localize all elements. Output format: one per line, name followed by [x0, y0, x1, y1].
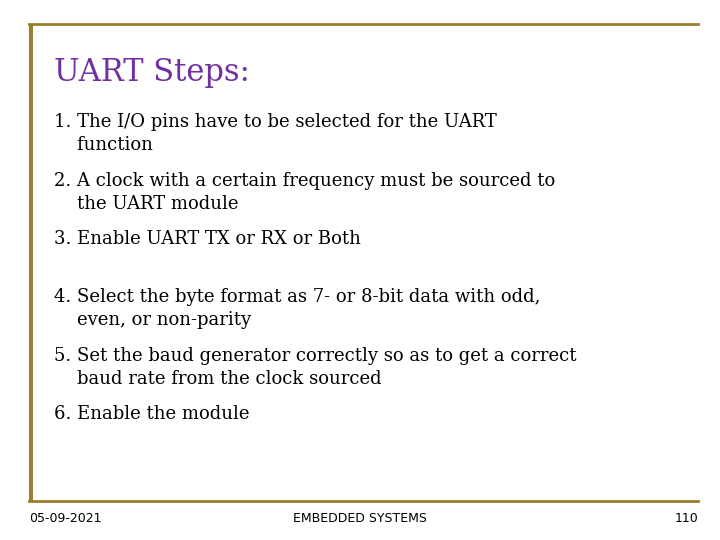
Text: 6. Enable the module: 6. Enable the module — [54, 405, 250, 423]
Text: 1. The I/O pins have to be selected for the UART
    function: 1. The I/O pins have to be selected for … — [54, 113, 497, 154]
Text: EMBEDDED SYSTEMS: EMBEDDED SYSTEMS — [293, 512, 427, 525]
Text: 4. Select the byte format as 7- or 8-bit data with odd,
    even, or non-parity: 4. Select the byte format as 7- or 8-bit… — [54, 288, 541, 329]
Text: 5. Set the baud generator correctly so as to get a correct
    baud rate from th: 5. Set the baud generator correctly so a… — [54, 347, 577, 388]
Text: 110: 110 — [675, 512, 698, 525]
Text: UART Steps:: UART Steps: — [54, 57, 250, 87]
Text: 05-09-2021: 05-09-2021 — [29, 512, 102, 525]
Text: 3. Enable UART TX or RX or Both: 3. Enable UART TX or RX or Both — [54, 230, 361, 248]
FancyBboxPatch shape — [29, 24, 33, 501]
Text: 2. A clock with a certain frequency must be sourced to
    the UART module: 2. A clock with a certain frequency must… — [54, 172, 555, 213]
